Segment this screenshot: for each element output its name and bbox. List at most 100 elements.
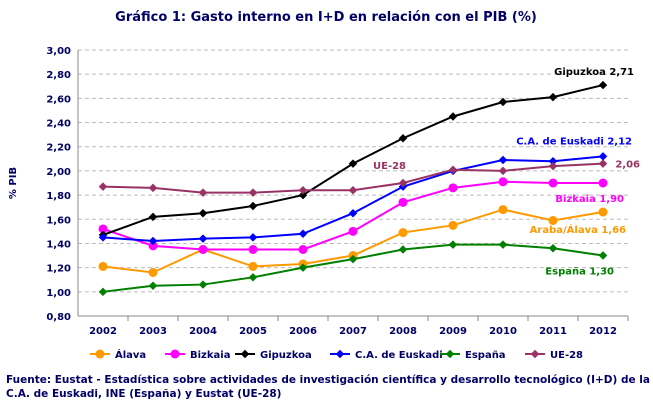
series-end-label: C.A. de Euskadi 2,12 (516, 136, 632, 147)
y-tick-label: 3,00 (46, 46, 71, 57)
data-point (248, 201, 258, 211)
data-point (298, 263, 308, 272)
data-point (298, 229, 308, 239)
x-tick-label: 2009 (439, 326, 467, 337)
x-tick-label: 2007 (339, 326, 367, 337)
data-point (98, 287, 108, 297)
data-point (148, 212, 158, 222)
data-point (348, 254, 358, 264)
series-end-label: 2,06 (615, 160, 640, 171)
data-point (348, 208, 358, 218)
data-point (98, 182, 108, 191)
data-point (148, 241, 158, 251)
chart-title: Gráfico 1: Gasto interno en I+D en relac… (115, 10, 537, 25)
source-note: Fuente: Eustat - Estadística sobre activ… (6, 374, 650, 400)
legend-label: España (465, 350, 506, 361)
y-tick-label: 2,80 (46, 70, 71, 81)
x-tick-label: 2002 (89, 326, 117, 337)
y-tick-label: 2,20 (46, 143, 71, 154)
x-tick-label: 2006 (289, 326, 317, 337)
y-tick-label: 1,40 (46, 239, 71, 250)
legend-label: Gipuzkoa (260, 350, 312, 361)
data-point (598, 80, 608, 90)
data-point (548, 178, 558, 188)
x-tick-label: 2011 (539, 326, 567, 337)
series-end-label: Araba/Álava 1,66 (530, 223, 626, 236)
line-chart: Gráfico 1: Gasto interno en I+D en relac… (8, 10, 640, 361)
data-point (298, 245, 308, 254)
data-point (598, 152, 608, 161)
data-point (498, 205, 508, 215)
data-point (335, 349, 345, 359)
data-point (398, 178, 408, 188)
series-end-label: Gipuzkoa 2,71 (554, 67, 634, 78)
data-point (148, 236, 158, 246)
series-end-label: España 1,30 (545, 267, 614, 278)
data-point (498, 177, 508, 187)
series-end-label: Bizkaia 1,90 (555, 194, 624, 205)
data-point (248, 245, 258, 254)
y-axis-label: % PIB (8, 167, 19, 199)
data-point (398, 134, 408, 143)
y-tick-label: 2,60 (46, 94, 71, 105)
data-point (98, 233, 108, 242)
y-tick-label: 0,80 (46, 312, 71, 323)
legend-label: C.A. de Euskadi (355, 350, 443, 361)
x-tick-label: 2008 (389, 326, 417, 337)
data-point (98, 261, 108, 271)
y-tick-label: 1,80 (46, 191, 71, 202)
data-point (398, 228, 408, 238)
data-point (348, 226, 358, 236)
data-point (198, 188, 208, 197)
data-point (498, 97, 508, 107)
x-tick-label: 2010 (489, 326, 517, 337)
x-tick-label: 2003 (139, 326, 167, 337)
data-point (448, 112, 458, 121)
data-point (95, 349, 105, 359)
data-point (240, 349, 250, 359)
data-point (448, 240, 458, 249)
data-point (598, 159, 608, 168)
y-tick-label: 1,00 (46, 288, 71, 299)
data-point (548, 215, 558, 225)
data-point (248, 188, 258, 197)
data-point (548, 244, 558, 253)
data-point (248, 273, 258, 282)
data-point (148, 281, 158, 291)
data-point (298, 186, 308, 195)
data-point (448, 165, 458, 174)
series-mid-label: UE-28 (373, 161, 406, 172)
y-tick-label: 1,20 (46, 264, 71, 275)
data-point (248, 261, 258, 271)
data-point (298, 190, 308, 200)
data-point (598, 207, 608, 217)
y-tick-label: 1,60 (46, 215, 71, 226)
data-point (548, 161, 558, 171)
data-point (348, 186, 358, 195)
legend-label: Álava (115, 348, 146, 361)
data-point (148, 183, 158, 193)
data-point (170, 349, 180, 359)
data-point (498, 155, 508, 165)
data-point (98, 224, 108, 234)
x-tick-label: 2005 (239, 326, 267, 337)
data-point (498, 166, 508, 176)
data-point (448, 220, 458, 230)
data-point (598, 251, 608, 260)
data-point (348, 159, 358, 168)
data-point (598, 178, 608, 188)
data-point (198, 234, 208, 243)
data-point (448, 183, 458, 193)
data-point (198, 245, 208, 254)
x-tick-label: 2012 (589, 326, 617, 337)
y-tick-label: 2,40 (46, 119, 71, 130)
data-point (198, 280, 208, 289)
legend-label: UE-28 (550, 350, 583, 361)
data-point (148, 267, 158, 277)
x-tick-label: 2004 (189, 326, 217, 337)
data-point (548, 92, 558, 102)
data-point (248, 233, 258, 242)
data-point (398, 245, 408, 254)
data-point (498, 240, 508, 249)
data-point (530, 349, 540, 359)
